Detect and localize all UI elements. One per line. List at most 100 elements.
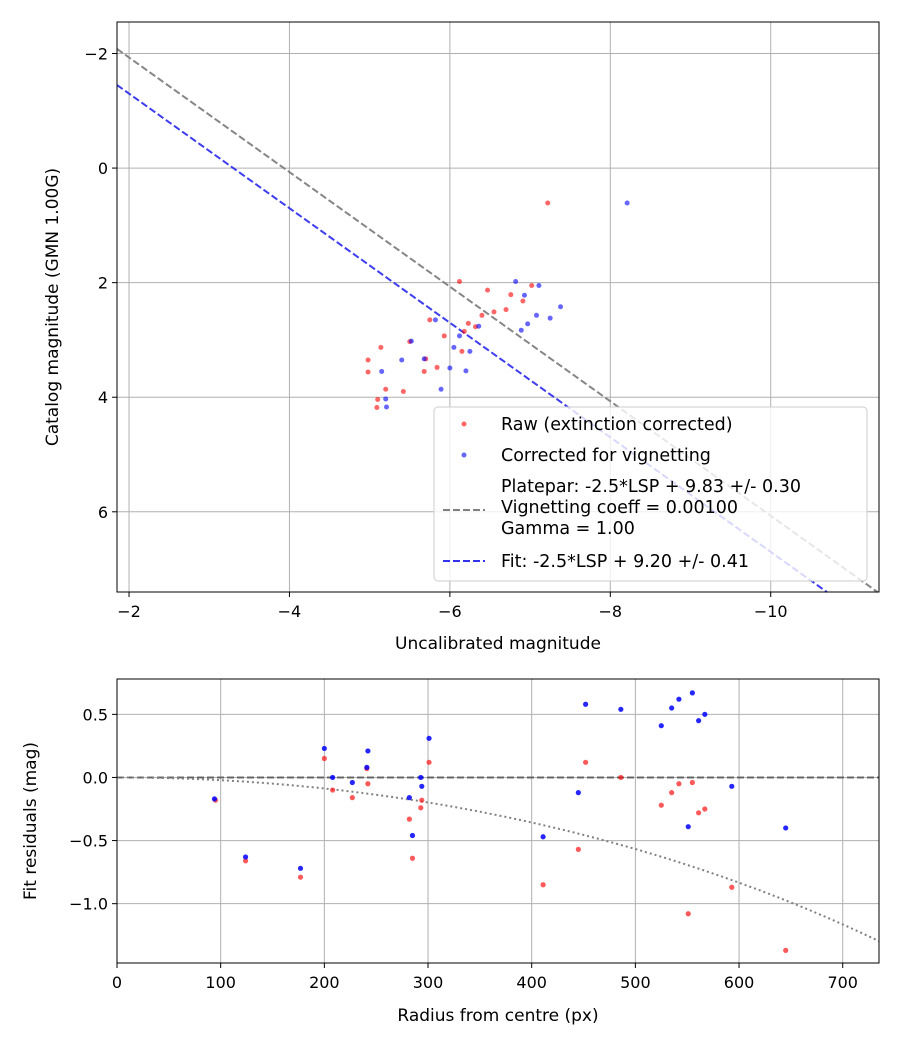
corrected-residual-point [365,748,371,754]
corrected-residual-point [419,783,425,789]
calibration-plot: −2 −4 −6 −8 −10 −2 0 2 4 6 Uncalibrated magnitud… [43,21,880,654]
corrected-residual-point [540,834,546,840]
legend: Raw (extinction corrected) Corrected for… [433,406,868,582]
top-y-tick-label: 0 [98,159,108,178]
raw-residual-point [330,787,336,793]
legend-label-platepar: Platepar: -2.5*LSP + 9.83 +/- 0.30 Vignet… [501,477,801,539]
corrected-residual-point [618,706,624,712]
raw-point [365,357,371,363]
bottom-x-tick-label: 400 [516,973,547,992]
raw-residual-point [418,805,424,811]
corrected-residual-point [575,790,581,796]
bottom-x-ticks: 0 100 200 300 400 500 600 700 [112,963,858,992]
bottom-y-tick-label: 0.0 [83,768,108,787]
raw-point [434,364,440,370]
top-y-ticks: −2 0 2 4 6 [84,45,117,522]
raw-residual-point [618,774,624,781]
corrected-residual-point [729,783,735,789]
bottom-y-tick-label: −0.5 [69,832,108,851]
top-y-tick-label: 6 [98,503,108,522]
raw-point [365,369,371,375]
legend-marker-corrected [461,452,467,458]
raw-point [545,200,551,206]
raw-point [529,283,535,289]
bottom-y-axis-label: Fit residuals (mag) [21,742,41,900]
corrected-residual-point [330,774,336,781]
bottom-x-tick-label: 700 [827,973,858,992]
raw-point [503,307,509,313]
corrected-point [463,368,469,374]
raw-residual-point [540,882,546,888]
raw-residual-point [419,797,425,803]
raw-residual-point [426,759,432,765]
corrected-residual-point [406,795,412,801]
top-y-tick-label: 4 [98,388,108,407]
legend-box [433,406,868,582]
bottom-x-tick-label: 100 [205,973,236,992]
raw-residual-point [676,781,682,787]
corrected-residual-point [409,832,416,839]
corrected-residual-point [669,705,675,711]
raw-residual-point [658,802,664,808]
raw-residual-point [783,947,789,953]
residuals-plot: 0 100 200 300 400 500 600 700 0.5 0.0 −0.5 −1.0 Ra… [21,678,880,1026]
raw-residual-point [365,781,371,787]
corrected-point [547,315,553,321]
corrected-point [451,344,457,350]
raw-point [421,368,427,374]
corrected-point [476,323,482,329]
corrected-residual-point [426,735,432,741]
raw-point [441,333,447,339]
raw-point [383,386,389,392]
corrected-point [518,327,524,333]
raw-residual-point [406,816,412,822]
legend-platepar-line: Vignetting coeff = 0.00100 [501,498,738,518]
raw-residual-point [669,790,675,796]
raw-point [400,388,406,394]
raw-point [491,309,497,315]
bottom-x-axis-label: Radius from centre (px) [397,1006,598,1026]
bottom-x-tick-label: 300 [413,973,444,992]
corrected-residual-point [783,825,789,831]
top-axes-frame [116,21,880,593]
top-scatter-points [365,200,630,411]
corrected-point [399,357,405,363]
corrected-point [383,396,389,402]
corrected-point [624,200,630,206]
legend-label-corrected: Corrected for vignetting [501,446,711,466]
corrected-point [379,368,385,374]
corrected-residual-point [702,711,708,717]
bottom-x-tick-label: 500 [620,973,651,992]
corrected-point [421,356,427,362]
corrected-point [534,312,540,318]
top-x-tick-label: −2 [117,602,141,621]
raw-point [461,328,467,334]
corrected-residual-point [689,690,695,696]
top-x-tick-label: −6 [438,602,462,621]
top-y-tick-label: −2 [84,45,108,64]
legend-label-fit: Fit: -2.5*LSP + 9.20 +/- 0.41 [501,552,749,572]
raw-point [479,312,485,318]
raw-residual-point [729,884,735,890]
bottom-scatter-points [211,690,789,953]
raw-residual-point [702,806,708,812]
raw-point [465,320,471,326]
corrected-residual-point [364,764,370,770]
top-y-axis-label: Catalog magnitude (GMN 1.00G) [43,168,63,446]
top-y-tick-label: 2 [98,274,108,293]
corrected-point [447,365,453,371]
bottom-reference-lines [117,776,880,943]
top-x-ticks: −2 −4 −6 −8 −10 [117,592,788,621]
corrected-point [408,338,414,344]
corrected-point [384,404,390,410]
raw-point [378,344,384,350]
raw-residual-point [689,779,695,786]
raw-residual-point [696,810,702,816]
raw-point [374,405,380,411]
top-fit-line [116,48,878,593]
raw-residual-point [242,858,249,864]
corrected-point [521,292,527,298]
top-x-tick-label: −8 [598,602,622,621]
corrected-residual-point [321,745,327,752]
